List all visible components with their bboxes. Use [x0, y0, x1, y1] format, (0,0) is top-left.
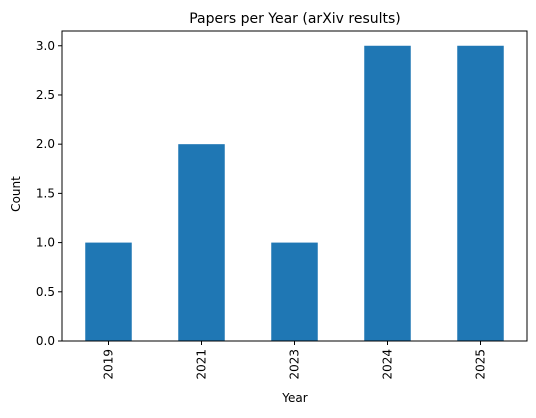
- bar-2025: [457, 45, 504, 342]
- y-axis: 0.0 0.5 1.0 1.5 2.0 2.5 3.0: [36, 39, 62, 348]
- bar-2024: [364, 45, 411, 342]
- y-tick-label-1.0: 1.0: [36, 236, 55, 250]
- x-tick-label-2025: 2025: [474, 349, 488, 380]
- plot-area: 0.00.51.01.52.02.53.0 2019 2021 2023 2024 20…: [36, 30, 528, 380]
- y-axis-label: Count: [9, 176, 23, 212]
- bar-2019: [85, 242, 132, 341]
- y-tick-label-0.0: 0.0: [36, 334, 55, 348]
- y-tick-label-2.5: 2.5: [36, 88, 55, 102]
- bars: [85, 45, 504, 342]
- y-tick-label-3.0: 3.0: [36, 39, 55, 53]
- y-tick-label-1.5: 1.5: [36, 186, 55, 200]
- x-tick-label-2021: 2021: [195, 349, 209, 380]
- x-tick-label-2019: 2019: [102, 349, 116, 380]
- bar-2021: [178, 144, 225, 341]
- x-tick-label-2024: 2024: [381, 349, 395, 380]
- bar-2023: [271, 242, 318, 341]
- y-tick-label-0.5: 0.5: [36, 285, 55, 299]
- y-tick-label-2.0: 2.0: [36, 137, 55, 151]
- x-axis: 2019 2021 2023 2024 2025: [102, 341, 488, 380]
- x-tick-label-2023: 2023: [288, 349, 302, 380]
- chart-title: Papers per Year (arXiv results): [189, 11, 401, 27]
- plot-frame: [61, 30, 528, 342]
- x-axis-label: Year: [281, 391, 307, 405]
